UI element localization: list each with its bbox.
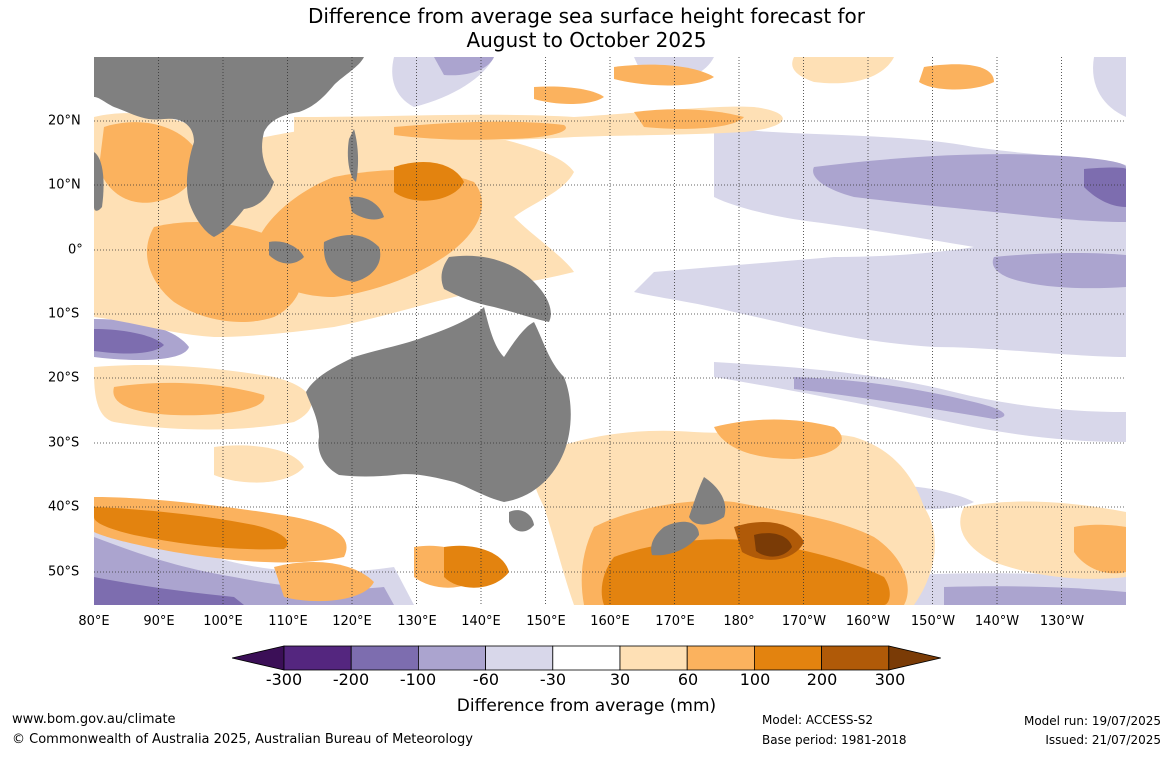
graticule (94, 57, 1126, 605)
lat-label-equator: 0° (68, 242, 83, 258)
footer-url: www.bom.gov.au/climate (12, 712, 176, 727)
lon-label-170w: 170°W (781, 614, 827, 629)
lon-label-100e: 100°E (203, 614, 243, 629)
footer-issued: Issued: 21/07/2025 (1045, 733, 1161, 747)
lon-label-130w: 130°W (1039, 614, 1085, 629)
lon-label-150w: 150°W (910, 614, 956, 629)
lon-label-180: 180° (723, 614, 755, 629)
colorbar-swatch (619, 645, 688, 671)
sea-height-map (94, 57, 1126, 605)
footer-model-run: Model run: 19/07/2025 (1023, 714, 1161, 728)
lon-label-160e: 160°E (590, 614, 630, 629)
colorbar-tick-minus-100: -100 (399, 670, 437, 689)
lat-label-10s: 10°S (48, 306, 80, 322)
lon-label-170e: 170°E (655, 614, 695, 629)
lat-label-50s: 50°S (48, 564, 80, 580)
lon-label-80e: 80°E (78, 614, 110, 629)
colorbar-tick-200: 200 (806, 670, 838, 689)
lat-label-20n: 20°N (48, 113, 81, 129)
colorbar-tick-30: 30 (609, 670, 631, 689)
colorbar-tick-300: 300 (874, 670, 906, 689)
colorbar-tick-minus-300: -300 (265, 670, 303, 689)
colorbar-tick-60: 60 (677, 670, 699, 689)
footer-copyright: © Commonwealth of Australia 2025, Austra… (12, 732, 473, 747)
footer-base-period: Base period: 1981-2018 (762, 733, 907, 747)
colorbar-tick-100: 100 (739, 670, 771, 689)
colorbar-swatch-extend-low (232, 645, 285, 671)
colorbar-swatch-extend-high (888, 645, 941, 671)
colorbar-swatch (754, 645, 823, 671)
title-line-2: August to October 2025 (466, 28, 707, 52)
colorbar-swatch (552, 645, 621, 671)
lon-label-130e: 130°E (397, 614, 437, 629)
colorbar-tick-minus-200: -200 (332, 670, 370, 689)
colorbar-swatch (350, 645, 419, 671)
colorbar-swatches (232, 645, 941, 671)
lon-label-150e: 150°E (526, 614, 566, 629)
lon-label-120e: 120°E (332, 614, 372, 629)
map-title: Difference from average sea surface heig… (0, 4, 1173, 52)
lon-label-90e: 90°E (143, 614, 175, 629)
lat-label-10n: 10°N (48, 177, 81, 193)
lon-label-140w: 140°W (974, 614, 1020, 629)
colorbar-tick-minus-30: -30 (539, 670, 567, 689)
footer-model: Model: ACCESS-S2 (762, 713, 874, 727)
lat-label-20s: 20°S (48, 370, 80, 386)
land-masses (94, 57, 726, 556)
colorbar-title: Difference from average (mm) (456, 696, 717, 716)
colorbar-swatch (686, 645, 755, 671)
lon-label-160w: 160°W (845, 614, 891, 629)
lon-label-110e: 110°E (268, 614, 308, 629)
colorbar-swatch (485, 645, 554, 671)
title-line-1: Difference from average sea surface heig… (307, 4, 866, 28)
colorbar-swatch (283, 645, 352, 671)
lat-label-40s: 40°S (48, 499, 80, 515)
colorbar-swatch (417, 645, 486, 671)
lon-label-140e: 140°E (461, 614, 501, 629)
colorbar-swatch (821, 645, 890, 671)
colorbar-tick-minus-60: -60 (472, 670, 500, 689)
lat-label-30s: 30°S (48, 435, 80, 451)
colorbar (232, 645, 941, 671)
